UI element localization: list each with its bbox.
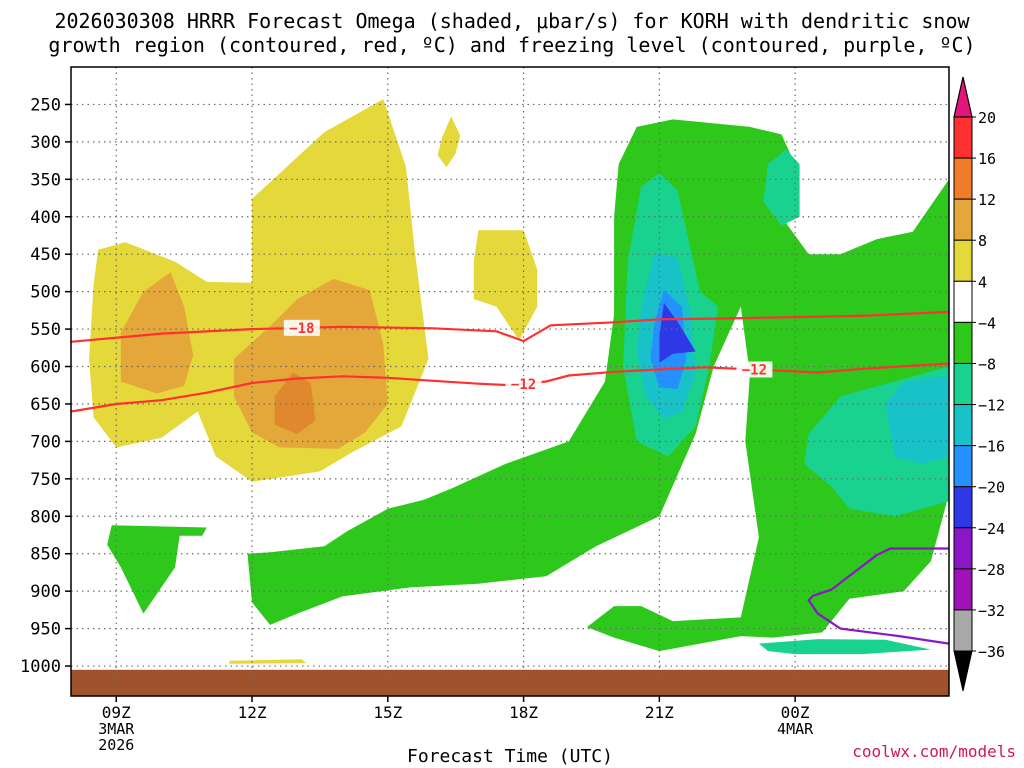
colorbar-label-6: −8: [978, 355, 996, 373]
colorbar-label-10: −24: [978, 520, 1005, 538]
x-tick-label-18Z: 18Z: [509, 703, 538, 722]
colorbar-label-2: 12: [978, 191, 996, 209]
colorbar-bottom-arrow: [953, 650, 973, 692]
colorbar-label-0: 20: [978, 109, 996, 127]
y-tick-label-850: 850: [30, 545, 61, 565]
y-tick-label-1000: 1000: [20, 657, 61, 677]
y-tick-label-400: 400: [30, 208, 61, 228]
y-tick-label-300: 300: [30, 133, 61, 153]
y-tick-label-800: 800: [30, 507, 61, 527]
chart-title-line-2: growth region (contoured, red, ºC) and f…: [48, 33, 976, 57]
plot-frame: [70, 66, 950, 697]
dendritic-contour-0: [71, 310, 949, 343]
colorbar-swatch-6: [953, 362, 973, 406]
x-axis-label: Forecast Time (UTC): [407, 746, 613, 767]
omega-region-down-cyan-lower-right: [885, 375, 949, 464]
colorbar-swatch-5: [953, 321, 973, 364]
omega-region-down-green-main: [247, 119, 949, 652]
colorbar-swatch-12: [953, 609, 973, 652]
colorbar-label-13: −36: [978, 643, 1005, 661]
omega-region-upward-faint-1000: [229, 659, 307, 664]
x-tick-date-09Z: 3MAR: [98, 720, 135, 738]
colorbar-swatch-0: [953, 116, 973, 159]
colorbar-swatch-8: [953, 445, 973, 488]
dendritic-contour-label-1-b-bg: [736, 361, 773, 378]
omega-region-down-green-left: [107, 525, 207, 614]
y-tick-label-500: 500: [30, 283, 61, 303]
omega-region-down-teal-near-surface: [758, 639, 931, 655]
dendritic-contour-label-1-b: −12: [742, 362, 767, 378]
omega-region-down-blue-core: [659, 302, 696, 363]
omega-region-upward-small-450: [473, 230, 538, 341]
y-tick-label-750: 750: [30, 470, 61, 490]
colorbar-label-9: −20: [978, 479, 1005, 497]
y-tick-label-650: 650: [30, 395, 61, 415]
source-credit: coolwx.com/models: [852, 742, 1016, 761]
y-tick-label-900: 900: [30, 582, 61, 602]
x-tick-label-09Z: 09Z: [102, 703, 131, 722]
colorbar-swatch-3: [953, 239, 973, 282]
x-tick-label-12Z: 12Z: [238, 703, 267, 722]
y-tick-label-550: 550: [30, 320, 61, 340]
y-tick-label-600: 600: [30, 358, 61, 378]
colorbar-swatch-11: [953, 568, 973, 611]
colorbar-swatch-9: [953, 486, 973, 529]
colorbar-swatch-7: [953, 404, 973, 447]
omega-region-upward-orange-center: [233, 278, 388, 449]
ground-surface: [71, 669, 949, 696]
colorbar-swatch-4: [953, 280, 973, 323]
y-tick-label-350: 350: [30, 170, 61, 190]
colorbar-label-8: −16: [978, 438, 1005, 456]
x-tick-label-00Z: 00Z: [781, 703, 810, 722]
chart-title-line-1: 2026030308 HRRR Forecast Omega (shaded, …: [54, 9, 970, 33]
omega-region-upward-orange-left: [120, 272, 194, 394]
colorbar-swatch-2: [953, 198, 973, 241]
colorbar-label-3: 8: [978, 232, 987, 250]
colorbar-label-12: −32: [978, 602, 1005, 620]
freezing-level-contour: [807, 547, 949, 645]
colorbar-swatch-10: [953, 527, 973, 570]
omega-region-upward-dark-orange-core: [274, 372, 316, 434]
colorbar-label-4: 4: [978, 273, 987, 291]
dendritic-contour-label-0-bg: [283, 319, 320, 336]
dendritic-contour-label-1-bg: [505, 375, 542, 392]
colorbar-label-5: −4: [978, 314, 996, 332]
x-tick-label-21Z: 21Z: [645, 703, 674, 722]
colorbar-swatch-1: [953, 157, 973, 200]
y-tick-label-250: 250: [30, 95, 61, 115]
y-tick-label-700: 700: [30, 432, 61, 452]
colorbar-label-1: 16: [978, 150, 996, 168]
x-tick-year-09Z: 2026: [98, 736, 134, 754]
x-tick-label-15Z: 15Z: [373, 703, 402, 722]
x-tick-date-00Z: 4MAR: [777, 720, 814, 738]
colorbar-label-7: −12: [978, 397, 1005, 415]
omega-region-upward-small-300: [437, 116, 461, 168]
colorbar-label-11: −28: [978, 561, 1005, 579]
colorbar-top-arrow: [953, 76, 973, 118]
dendritic-contour-label-1: −12: [511, 377, 536, 393]
y-tick-label-450: 450: [30, 245, 61, 265]
dendritic-contour-label-0: −18: [289, 321, 314, 337]
y-tick-label-950: 950: [30, 620, 61, 640]
omega-region-down-teal-upper-right: [763, 149, 800, 226]
